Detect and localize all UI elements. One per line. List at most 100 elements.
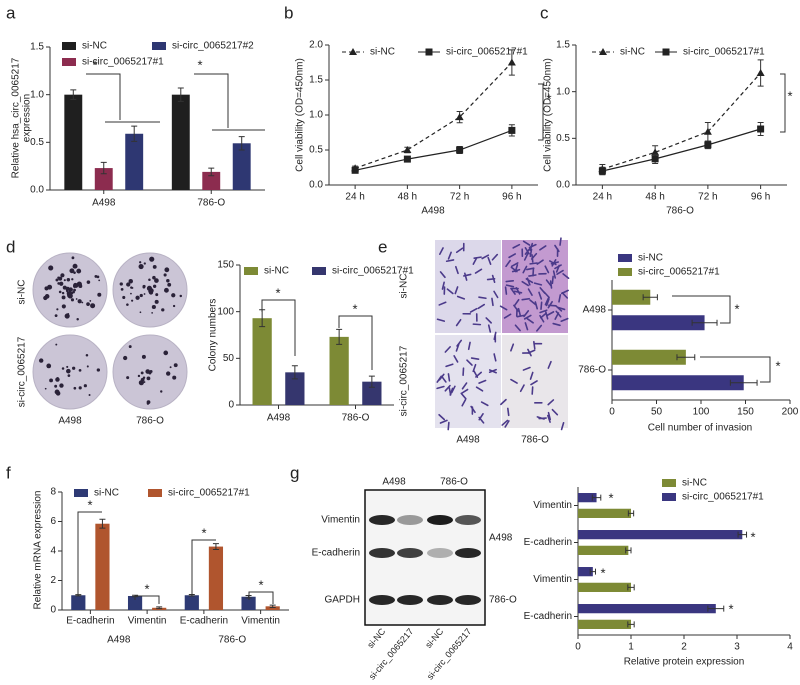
colony bbox=[54, 384, 58, 388]
cell bbox=[470, 405, 476, 414]
cell bbox=[486, 278, 496, 281]
legend-label: si-NC bbox=[620, 47, 645, 58]
error-bar bbox=[676, 354, 696, 361]
cell bbox=[513, 290, 523, 294]
cell bbox=[511, 268, 521, 273]
cell bbox=[551, 408, 559, 416]
cell bbox=[539, 245, 547, 251]
cell bbox=[552, 270, 557, 279]
y-tick-label: 1.5 bbox=[30, 42, 44, 53]
colony bbox=[163, 273, 167, 277]
bar bbox=[252, 318, 272, 405]
bar bbox=[265, 606, 280, 610]
error-bar bbox=[627, 584, 635, 591]
cell bbox=[554, 312, 560, 320]
bar bbox=[202, 171, 221, 190]
protein-label: E-cadherin bbox=[312, 548, 360, 559]
colony bbox=[97, 292, 102, 297]
y-tick-label: 1.0 bbox=[30, 89, 44, 100]
cell bbox=[491, 297, 494, 307]
error-bar bbox=[100, 161, 107, 175]
colony bbox=[139, 293, 143, 298]
colony bbox=[83, 384, 87, 388]
significance: * bbox=[258, 577, 263, 592]
cell bbox=[521, 280, 529, 287]
cell bbox=[440, 375, 447, 383]
marker bbox=[756, 69, 765, 76]
x-tick-label: 150 bbox=[737, 407, 754, 418]
cell bbox=[524, 322, 529, 331]
bracket bbox=[134, 595, 160, 604]
error-bar bbox=[627, 510, 635, 517]
group-label: A498 bbox=[107, 635, 131, 646]
cell bbox=[473, 370, 479, 378]
cell bbox=[524, 247, 530, 255]
cell bbox=[545, 279, 552, 287]
colony bbox=[76, 318, 79, 321]
colony bbox=[128, 345, 132, 349]
col-label: A498 bbox=[382, 477, 406, 488]
y-tick-label: 1.0 bbox=[556, 86, 570, 97]
colony bbox=[78, 284, 83, 289]
colony bbox=[66, 290, 72, 297]
cell bbox=[504, 420, 510, 428]
y-tick-label: 786-O bbox=[578, 365, 606, 376]
bar bbox=[612, 315, 705, 331]
cell bbox=[510, 262, 519, 268]
colony bbox=[56, 308, 59, 311]
bracket bbox=[86, 73, 121, 120]
legend-label: si-circ_0065217#1 bbox=[683, 47, 765, 58]
colony bbox=[142, 376, 146, 380]
colony bbox=[164, 287, 169, 293]
series-line bbox=[354, 62, 513, 169]
error-bar bbox=[70, 89, 77, 100]
cell bbox=[501, 419, 509, 426]
cell bbox=[499, 305, 508, 311]
blot-band bbox=[369, 515, 395, 525]
x-tick-label: 786-O bbox=[342, 413, 370, 424]
cell bbox=[544, 297, 550, 306]
colony bbox=[67, 374, 71, 377]
colony bbox=[149, 256, 155, 262]
cell bbox=[530, 380, 538, 386]
colony bbox=[49, 378, 53, 383]
bar bbox=[125, 133, 144, 190]
colony bbox=[152, 265, 157, 269]
colony bbox=[72, 366, 76, 370]
x-tick-label: 96 h bbox=[751, 192, 770, 203]
row-label: A498 bbox=[489, 533, 513, 544]
colony bbox=[48, 265, 54, 271]
cell bbox=[536, 324, 543, 332]
x-tick-label: 24 h bbox=[345, 192, 364, 203]
significance: * bbox=[197, 57, 202, 72]
y-tick-label: Vimentin bbox=[533, 574, 572, 585]
cell bbox=[446, 288, 454, 295]
cell bbox=[438, 413, 446, 421]
colony bbox=[70, 298, 75, 302]
colony bbox=[67, 313, 70, 315]
cell bbox=[557, 306, 566, 311]
bracket bbox=[77, 511, 102, 596]
colony bbox=[46, 363, 52, 369]
cell bbox=[474, 268, 483, 274]
cell bbox=[513, 298, 520, 307]
marker bbox=[456, 146, 464, 154]
error-bar bbox=[238, 136, 245, 151]
colony bbox=[73, 386, 77, 390]
cell bbox=[504, 286, 508, 295]
group-label: 786-O bbox=[218, 635, 246, 646]
cell bbox=[466, 359, 473, 366]
colony bbox=[61, 367, 65, 370]
cell bbox=[562, 273, 570, 279]
marker bbox=[704, 141, 712, 149]
cell bbox=[510, 343, 515, 352]
blot-band bbox=[397, 548, 423, 558]
cell bbox=[538, 291, 543, 300]
legend-swatch bbox=[74, 489, 88, 497]
cell bbox=[453, 355, 459, 363]
colony bbox=[55, 377, 60, 382]
lane-label: si-NC bbox=[365, 626, 387, 650]
legend-swatch bbox=[662, 479, 676, 487]
significance: * bbox=[775, 358, 780, 373]
cell bbox=[547, 411, 552, 421]
